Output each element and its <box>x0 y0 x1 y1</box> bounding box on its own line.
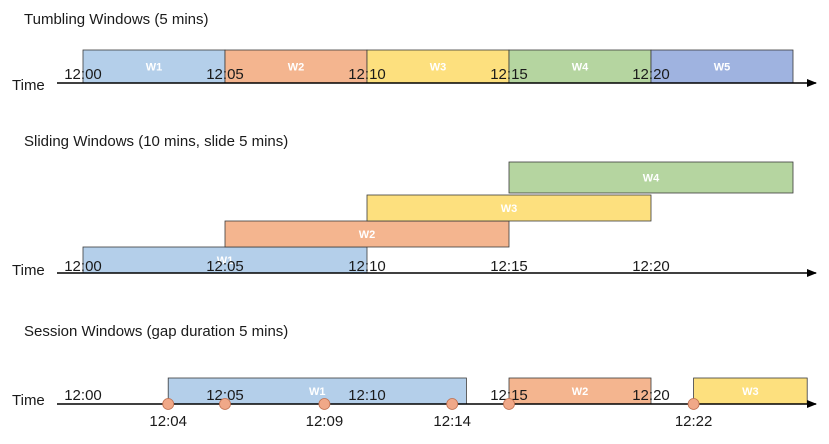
event-time-label: 12:09 <box>306 413 344 430</box>
session-window-w2: W2 <box>508 377 652 405</box>
tumbling-tick-label: 12:05 <box>206 66 244 83</box>
tumbling-tick-label: 12:20 <box>632 66 670 83</box>
session-title: Session Windows (gap duration 5 mins) <box>24 323 288 340</box>
sliding-window-box <box>366 194 652 222</box>
event-dot <box>687 398 700 410</box>
sliding-tick-label: 12:05 <box>206 258 244 275</box>
tumbling-tick-label: 12:00 <box>64 66 102 83</box>
tumbling-window-w2: W2 <box>224 49 368 84</box>
sliding-tick-label: 12:10 <box>348 258 386 275</box>
tumbling-window-label: W2 <box>288 62 305 74</box>
tumbling-tick-label: 12:15 <box>490 66 528 83</box>
event-dot <box>162 398 175 410</box>
tumbling-window-box <box>224 49 368 84</box>
sliding-windows-section: Sliding Windows (10 mins, slide 5 mins) … <box>12 133 817 279</box>
sliding-window-label: W4 <box>643 173 660 185</box>
tumbling-window-label: W1 <box>146 62 163 74</box>
event-dot <box>503 398 515 410</box>
sliding-axis-label: Time <box>12 262 45 279</box>
tumbling-window-box <box>82 49 226 84</box>
tumbling-windows-section: Tumbling Windows (5 mins) W1 W2 W3 W4 W5 Tim… <box>12 11 817 94</box>
sliding-title: Sliding Windows (10 mins, slide 5 mins) <box>24 133 288 150</box>
event-dot <box>219 398 231 410</box>
session-window-w3: W3 <box>693 377 808 405</box>
tumbling-tick-label: 12:10 <box>348 66 386 83</box>
event-time-label: 12:04 <box>149 413 187 430</box>
sliding-tick-label: 12:15 <box>490 258 528 275</box>
event-dot <box>446 398 459 410</box>
sliding-tick-label: 12:00 <box>64 258 102 275</box>
sliding-window-label: W3 <box>501 203 518 215</box>
sliding-window-w4: W4 <box>508 161 794 194</box>
session-window-label: W1 <box>309 386 326 398</box>
session-tick-labels: 12:00 12:05 12:10 12:15 12:20 <box>64 387 670 404</box>
event-dot <box>318 398 331 410</box>
tumbling-window-label: W4 <box>572 62 589 74</box>
event-time-label: 12:14 <box>433 413 471 430</box>
sliding-window-box <box>82 246 368 274</box>
sliding-tick-labels: 12:00 12:05 12:10 12:15 12:20 <box>64 258 670 275</box>
sliding-window-box <box>508 161 794 194</box>
sliding-window-label: W1 <box>217 255 234 267</box>
session-window-box <box>167 377 467 405</box>
tumbling-window-box <box>508 49 652 84</box>
session-window-box <box>508 377 652 405</box>
session-tick-label: 12:10 <box>348 387 386 404</box>
sliding-window-w3: W3 <box>366 194 652 222</box>
session-axis-label: Time <box>12 392 45 409</box>
tumbling-tick-labels: 12:00 12:05 12:10 12:15 12:20 <box>64 66 670 83</box>
tumbling-window-w1: W1 <box>82 49 226 84</box>
tumbling-window-w5: W5 <box>650 49 794 84</box>
session-window-label: W2 <box>572 386 589 398</box>
tumbling-title: Tumbling Windows (5 mins) <box>24 11 209 28</box>
tumbling-windows: W1 W2 W3 W4 W5 <box>82 49 794 84</box>
tumbling-window-label: W5 <box>714 62 731 74</box>
session-window-label: W3 <box>742 386 759 398</box>
session-events: 12:04 12:09 12:14 12:22 <box>149 398 713 430</box>
event-time-label: 12:22 <box>675 413 713 430</box>
sliding-window-label: W2 <box>359 229 376 241</box>
sliding-tick-label: 12:20 <box>632 258 670 275</box>
session-tick-label: 12:20 <box>632 387 670 404</box>
session-windows: W1 W2 W3 <box>167 377 808 405</box>
tumbling-window-w3: W3 <box>366 49 510 84</box>
tumbling-window-box <box>366 49 510 84</box>
tumbling-window-w4: W4 <box>508 49 652 84</box>
tumbling-axis-label: Time <box>12 77 45 94</box>
session-tick-label: 12:00 <box>64 387 102 404</box>
session-window-box <box>693 377 808 405</box>
session-window-w1: W1 <box>167 377 467 405</box>
sliding-window-w2: W2 <box>224 220 510 248</box>
sliding-windows: W1 W2 W3 W4 <box>82 161 794 274</box>
session-tick-label: 12:15 <box>490 387 528 404</box>
sliding-window-w1: W1 <box>82 246 368 274</box>
session-tick-label: 12:05 <box>206 387 244 404</box>
session-windows-section: Session Windows (gap duration 5 mins) W1… <box>12 323 817 430</box>
tumbling-window-label: W3 <box>430 62 447 74</box>
